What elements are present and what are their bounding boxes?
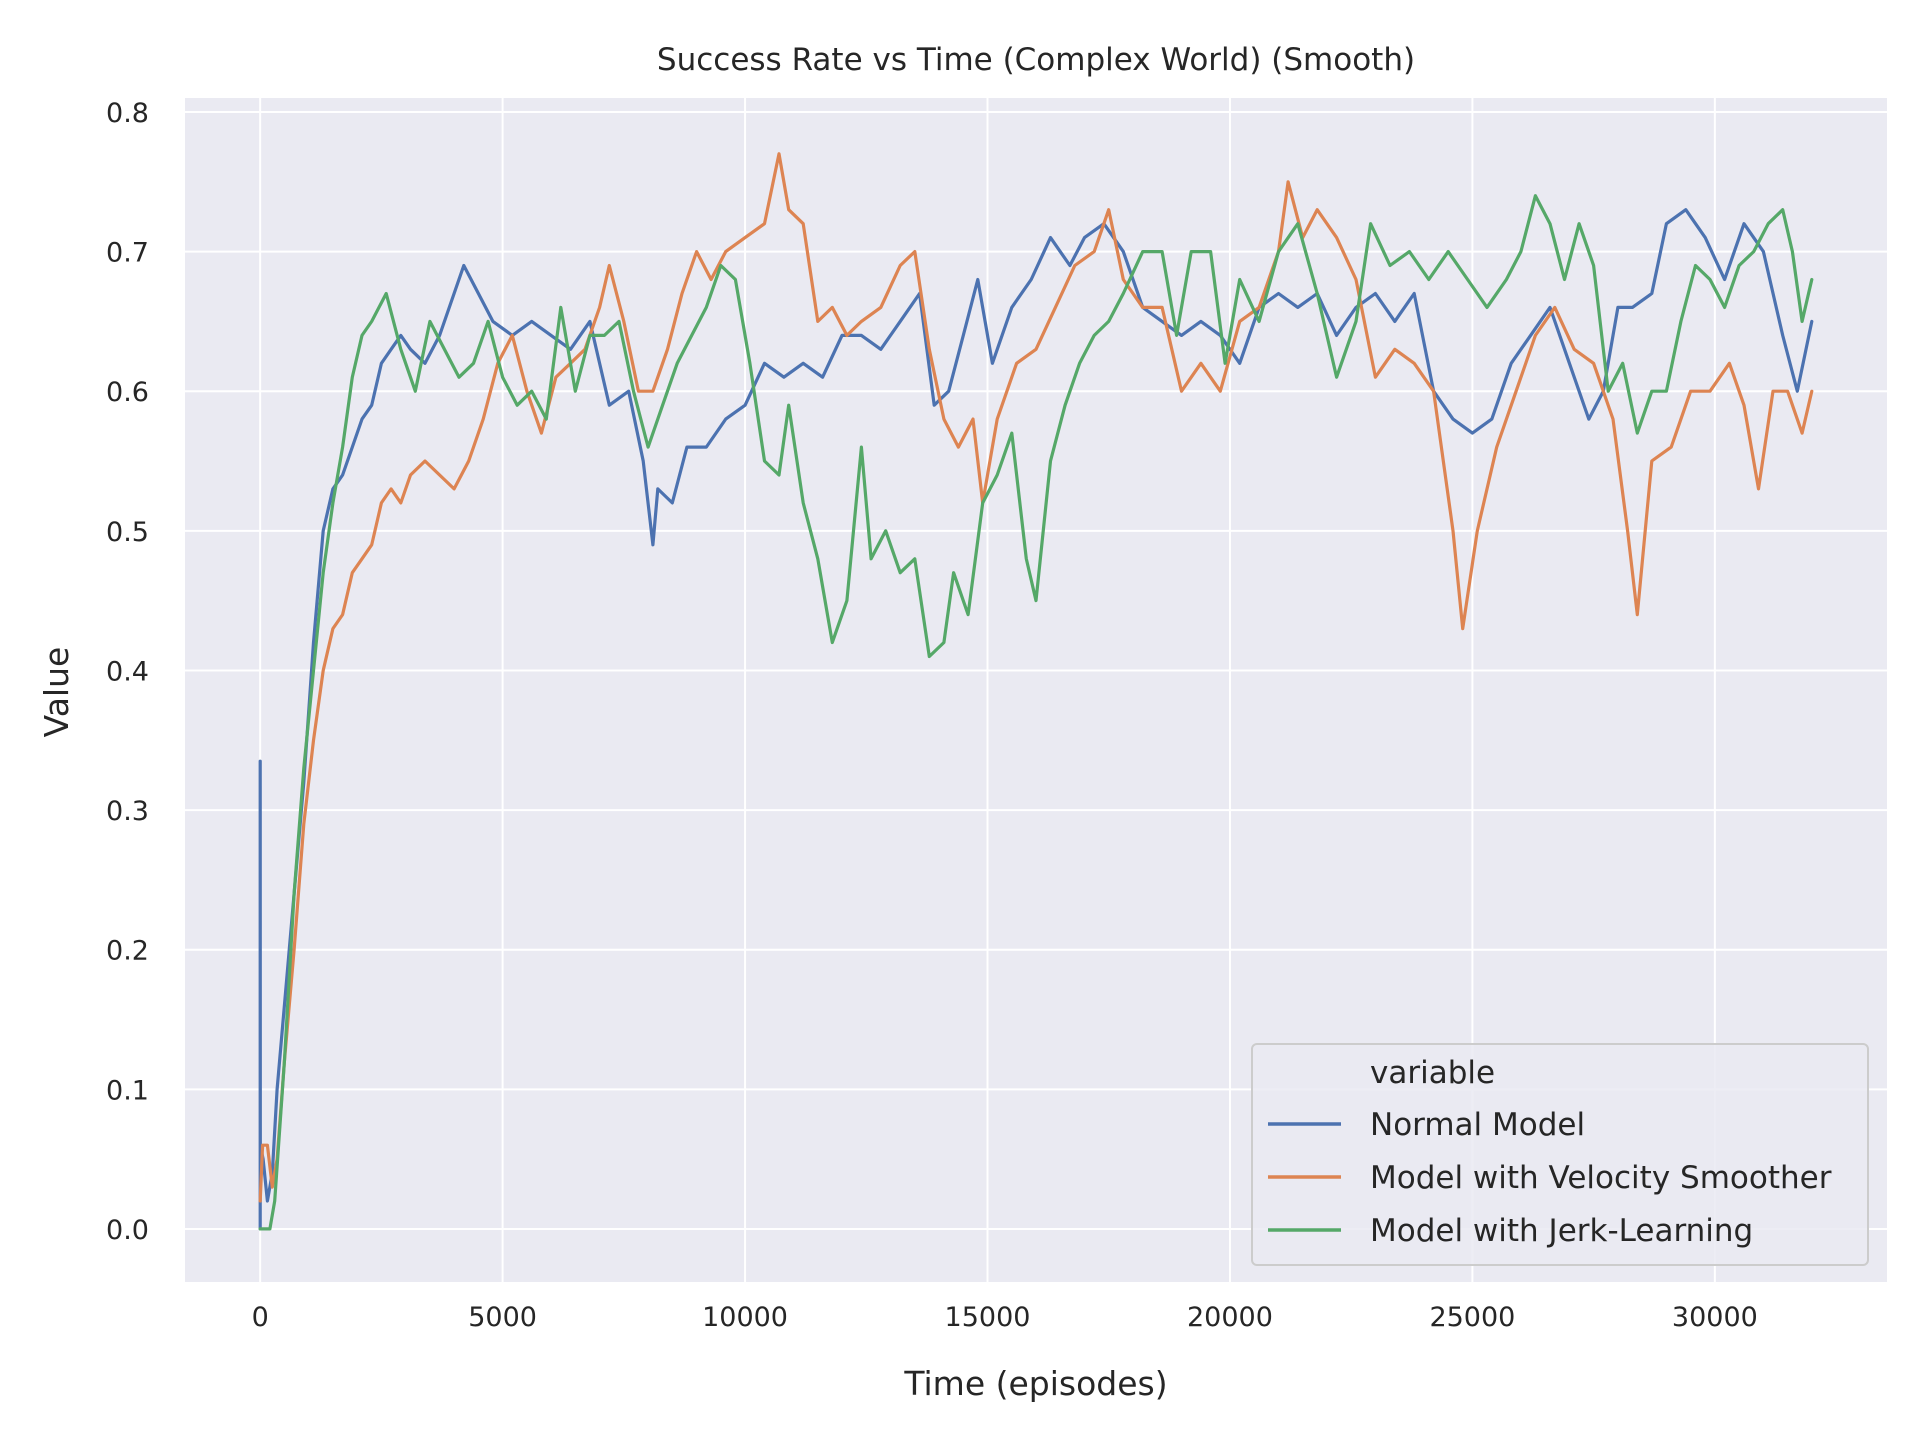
y-tick-label: 0.8 <box>106 98 149 129</box>
legend-label: Model with Jerk-Learning <box>1370 1213 1753 1249</box>
legend-label: Model with Velocity Smoother <box>1370 1160 1832 1196</box>
legend-items: Normal Model Model with Velocity Smoother… <box>1268 1107 1832 1249</box>
x-tick-label: 30000 <box>1672 1302 1758 1333</box>
x-axis-title: Time (episodes) <box>903 1364 1167 1403</box>
x-tick-label: 0 <box>252 1302 269 1333</box>
x-tick-label: 25000 <box>1429 1302 1515 1333</box>
legend: variable Normal Model Model with Velocity… <box>1251 1043 1869 1266</box>
x-axis-ticks: 0 5000 10000 15000 20000 25000 30000 <box>252 1302 1758 1333</box>
x-tick-label: 15000 <box>945 1302 1031 1333</box>
legend-title: variable <box>1370 1055 1495 1091</box>
x-tick-label: 20000 <box>1187 1302 1273 1333</box>
y-tick-label: 0.0 <box>106 1215 149 1246</box>
legend-box <box>1251 1043 1869 1266</box>
series-line-2 <box>258 194 1814 1231</box>
y-tick-label: 0.6 <box>106 377 149 408</box>
series-line-1 <box>258 152 1814 1203</box>
y-tick-label: 0.4 <box>106 656 149 687</box>
y-axis-ticks: 0.0 0.1 0.2 0.3 0.4 0.5 0.6 0.7 0.8 <box>106 98 149 1246</box>
x-tick-label: 5000 <box>468 1302 537 1333</box>
series-line-0 <box>258 208 1814 1231</box>
y-axis-title: Value <box>37 647 76 738</box>
series-lines <box>258 152 1814 1231</box>
x-tick-label: 10000 <box>702 1302 788 1333</box>
y-tick-label: 0.2 <box>106 936 149 967</box>
y-tick-label: 0.5 <box>106 517 149 548</box>
y-tick-label: 0.7 <box>106 238 149 269</box>
chart-title: Success Rate vs Time (Complex World) (Sm… <box>657 42 1415 78</box>
legend-label: Normal Model <box>1370 1107 1585 1143</box>
y-tick-label: 0.1 <box>106 1075 149 1106</box>
y-tick-label: 0.3 <box>106 796 149 827</box>
